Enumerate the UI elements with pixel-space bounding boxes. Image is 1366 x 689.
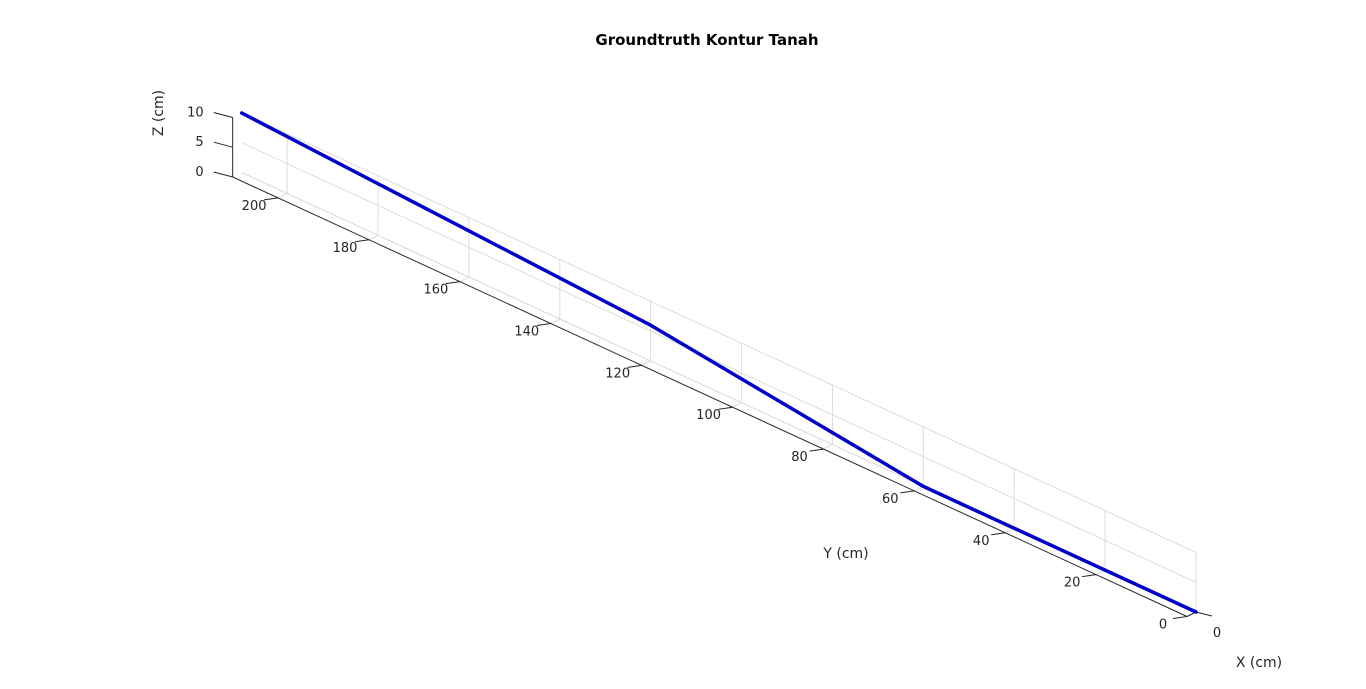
x-tick-label: 0 <box>1213 626 1221 641</box>
x-axis-label: X (cm) <box>1236 655 1282 671</box>
y-tick-label: 160 <box>423 283 448 298</box>
z-tick-mark <box>213 171 233 178</box>
label-layer: Groundtruth Kontur Tanah Y (cm) X (cm) Z… <box>151 31 1282 671</box>
z-tick-label: 5 <box>195 135 203 150</box>
y-tick-mark <box>445 281 460 285</box>
floor-grid-line-y <box>459 276 470 283</box>
series-layer <box>239 111 1198 614</box>
y-axis-line <box>232 176 1188 617</box>
floor-grid-line-y <box>823 444 833 450</box>
y-tick-mark <box>354 239 370 243</box>
floor-grid-line-y <box>368 234 379 241</box>
y-tick-label: 200 <box>242 199 267 214</box>
floor-grid-line-y <box>641 360 651 366</box>
x-tick-mark <box>1195 611 1213 617</box>
y-tick-label: 60 <box>882 492 899 507</box>
z-tick-label: 10 <box>187 106 204 121</box>
y-tick-label: 80 <box>791 450 808 465</box>
y-tick-mark <box>991 532 1006 536</box>
y-tick-label: 40 <box>973 534 990 549</box>
grid-line-z <box>241 142 1197 583</box>
y-tick-mark <box>900 490 915 494</box>
chart-title: Groundtruth Kontur Tanah <box>595 31 818 49</box>
y-tick-mark <box>627 364 642 368</box>
z-tick-label: 0 <box>195 165 203 180</box>
floor-grid-line-y <box>550 318 561 324</box>
y-tick-label: 0 <box>1159 618 1167 633</box>
y-tick-label: 120 <box>605 366 630 381</box>
y-tick-mark <box>536 323 551 326</box>
y-tick-mark <box>718 406 733 410</box>
floor-grid-line-y <box>732 402 742 408</box>
z-tick-mark <box>213 112 233 118</box>
y-tick-mark <box>264 197 279 201</box>
z-tick-mark <box>213 141 233 148</box>
series-line <box>239 111 1198 614</box>
y-tick-label: 180 <box>333 241 358 256</box>
axes-layer <box>213 112 1213 619</box>
grid-line-z <box>241 112 1197 553</box>
y-tick-label: 20 <box>1064 576 1081 591</box>
y-tick-mark <box>809 448 824 452</box>
z-axis-label: Z (cm) <box>151 90 167 136</box>
y-tick-label: 140 <box>514 325 539 340</box>
y-tick-label: 100 <box>696 408 721 423</box>
floor-grid-line-y <box>277 192 288 199</box>
y-tick-mark <box>1172 616 1188 619</box>
y-tick-mark <box>1082 574 1097 578</box>
y-axis-label: Y (cm) <box>822 546 868 562</box>
